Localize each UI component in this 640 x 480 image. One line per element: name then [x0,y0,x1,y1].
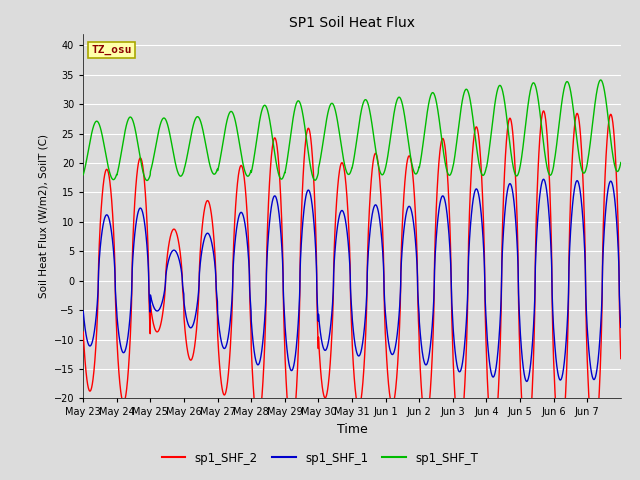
sp1_SHF_T [143,178,151,183]
sp1_SHF_T [545,169,552,175]
sp1_SHF_T [385,150,392,156]
sp1_SHF_1 [610,187,618,193]
sp1_SHF_T [79,172,87,178]
sp1_SHF_1 [514,252,522,258]
Line: sp1_SHF_T: sp1_SHF_T [83,80,621,180]
sp1_SHF_1 [617,324,625,330]
sp1_SHF_T [597,77,605,83]
Y-axis label: Soil Heat Flux (W/m2), SoilT (C): Soil Heat Flux (W/m2), SoilT (C) [38,134,48,298]
sp1_SHF_1 [384,336,392,342]
sp1_SHF_2 [540,108,547,114]
Line: sp1_SHF_2: sp1_SHF_2 [83,111,621,449]
sp1_SHF_T [610,157,618,163]
sp1_SHF_2 [249,378,257,384]
Line: sp1_SHF_1: sp1_SHF_1 [83,179,621,382]
sp1_SHF_2 [617,356,625,361]
sp1_SHF_1 [249,337,257,343]
sp1_SHF_2 [133,172,141,178]
Text: TZ_osu: TZ_osu [92,45,132,55]
sp1_SHF_1 [79,308,87,314]
sp1_SHF_2 [79,329,87,335]
sp1_SHF_2 [545,155,552,161]
sp1_SHF_2 [523,446,531,452]
sp1_SHF_2 [384,376,392,382]
sp1_SHF_1 [133,215,141,221]
Title: SP1 Soil Heat Flux: SP1 Soil Heat Flux [289,16,415,30]
sp1_SHF_T [617,160,625,166]
Legend: sp1_SHF_2, sp1_SHF_1, sp1_SHF_T: sp1_SHF_2, sp1_SHF_1, sp1_SHF_T [157,447,483,469]
sp1_SHF_1 [523,379,531,384]
sp1_SHF_T [250,160,257,166]
sp1_SHF_2 [514,235,522,240]
sp1_SHF_1 [545,204,552,210]
sp1_SHF_T [133,135,141,141]
X-axis label: Time: Time [337,423,367,436]
sp1_SHF_T [514,172,522,178]
sp1_SHF_1 [540,176,547,182]
sp1_SHF_2 [610,127,618,132]
